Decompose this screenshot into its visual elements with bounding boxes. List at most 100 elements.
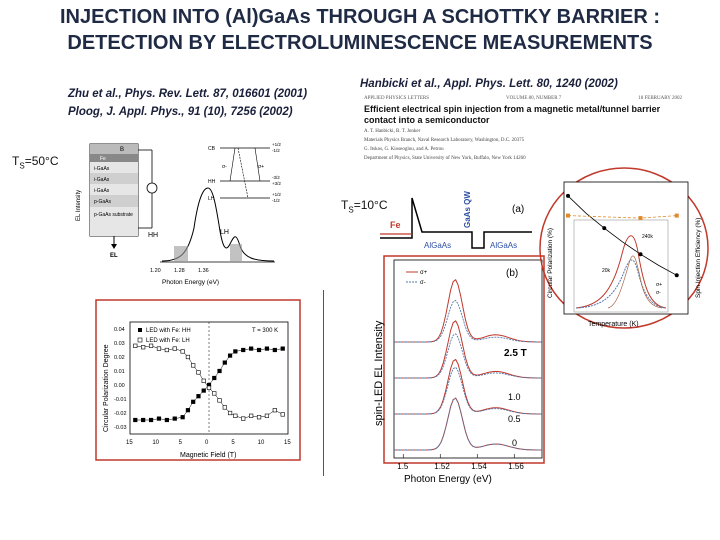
citation-ploog: Ploog, J. Appl. Phys., 91 (10), 7256 (20… [68,106,293,118]
point-hh [264,346,270,351]
pol-x-tick: 15 [126,440,133,446]
point-hh [201,388,206,393]
point-hh [212,375,217,381]
point-lh [222,405,227,410]
pol-y-tick: 0.03 [114,341,125,347]
inset-label-3: σ- [656,290,661,296]
point-hh [156,416,162,421]
temp-y-label: Circular Polarization (%) [547,228,554,298]
point-lh [233,413,238,418]
field-label-2: 0.5 [508,414,521,424]
pol-y-tick: -0.03 [114,425,127,431]
point-hh [222,360,227,365]
point-lh [148,343,154,348]
legend-lh: LED with Fe: LH [146,338,190,344]
citation-hanbicki: Hanbicki et al., Appl. Phys. Lett. 80, 1… [360,78,618,90]
field-label-0: 2.5 T [504,348,527,359]
point-lh [217,398,222,403]
paper-affil-1: Materials Physics Branch, Naval Research… [364,138,525,143]
layer-label-2: i-GaAs [94,166,110,172]
point-hh [164,417,169,423]
pol-x-label: Magnetic Field (T) [180,452,236,459]
point-lh [256,415,262,420]
field-label-1: 1.0 [508,392,521,402]
pol-y-tick: 0.02 [114,355,125,361]
panel-label-b: (b) [506,268,518,279]
temp-polarization-line [567,195,677,276]
layer-bias-contact [90,144,138,154]
el-y-label: spin-LED EL Intensity [373,320,385,426]
point-hh [185,408,191,413]
point-hh [256,347,262,353]
layer-label-5: p-GaAs [94,199,111,205]
spin-value-4: +1/2 [272,192,281,197]
point-lh [185,354,191,360]
layer-label-6: p-GaAs substrate [94,212,133,218]
title-line-2: DETECTION BY ELECTROLUMINESCENCE MEASURE… [67,32,653,54]
pol-y-tick: -0.02 [114,411,127,417]
point-lh [280,412,285,417]
point-hh [249,346,254,351]
point-lh [172,346,177,351]
point-hh [133,417,138,423]
pol-x-tick: 0 [205,440,209,446]
layer-substrate [90,207,138,236]
temp-polarization-point [602,226,607,231]
temp-x-label: Temperature (K) [588,321,639,328]
level-label-cb: CB [208,146,216,152]
pol-x-tick: 10 [152,440,159,446]
el-curve-sigma-minus [394,333,542,379]
band-label-algaas-1: AlGaAs [424,241,451,250]
layer-label-1: Fe [100,156,106,162]
band-diagram: Fe AlGaAs GaAs QW AlGaAs (a) [380,191,532,250]
paper-header-clipping: APPLIED PHYSICS LETTERS VOLUME 80, NUMBE… [364,96,682,172]
point-lh [206,385,212,390]
layer-4 [90,195,138,207]
point-hh [227,353,233,358]
layer-fe [90,154,138,162]
el-x-label: Photon Energy (eV) [404,474,492,485]
inset-curve-sigma-plus [575,235,667,309]
level-label-sigma-plus: σ+ [258,164,264,170]
inset-plot [573,219,669,313]
lh-band [230,244,242,262]
level-label-lh: LH [208,196,215,202]
pol-legend: LED with Fe: HH LED with Fe: LH [137,328,191,344]
point-hh [196,394,201,399]
pol-x-tick: 5 [179,440,183,446]
column-divider [323,290,324,476]
paper-volume: VOLUME 80, NUMBER 7 [506,96,562,101]
temp-polarization-point [638,252,643,257]
level-label-hh: HH [208,179,216,185]
legend-sigma-plus: σ+ [420,270,428,276]
point-hh [191,399,196,404]
device-el-figure: B Fe i-GaAs i-GaAs i-GaAs p-GaAs p-GaAs … [76,142,281,286]
el-curve-sigma-minus [394,366,542,415]
pol-x-tick: 5 [231,440,235,446]
paper-authors-1: A. T. Hanbicki, B. T. Jonker [364,129,421,134]
pol-y-label: Circular Polarization Degree [103,344,110,432]
inset-curve-sigma-minus [575,259,667,309]
el-curve-sigma-minus [394,397,542,451]
el-x-tick: 1.52 [434,462,450,471]
chart-polarization: 15 10 5 0 5 10 15 0.04 0.03 0.02 0.01 0.00 -0.01 -0.0… [95,299,301,461]
el-x-label: Photon Energy (eV) [162,279,219,286]
point-lh [227,410,233,416]
point-lh [191,363,196,368]
paper-journal: APPLIED PHYSICS LETTERS [364,96,430,101]
el-label: EL [110,253,118,259]
highlight-frame [383,255,545,464]
chart-temperature: 240k 20k σ+ σ- Temperature (K) Circular … [539,167,709,329]
pol-x-tick: 15 [284,440,291,446]
band-edge [380,197,532,249]
layer-2 [90,173,138,184]
spin-value-1: -1/2 [272,148,280,153]
slide-title: INJECTION INTO (Al)GaAs THROUGH A SCHOTT… [0,4,720,56]
point-hh [141,417,146,423]
el-arrowhead [111,244,117,249]
point-hh [272,347,277,353]
el-tick-2: 1.36 [198,268,209,274]
inset-curve-extra [607,255,663,309]
layer-1 [90,162,138,173]
peak-label-lh: LH [220,229,229,236]
